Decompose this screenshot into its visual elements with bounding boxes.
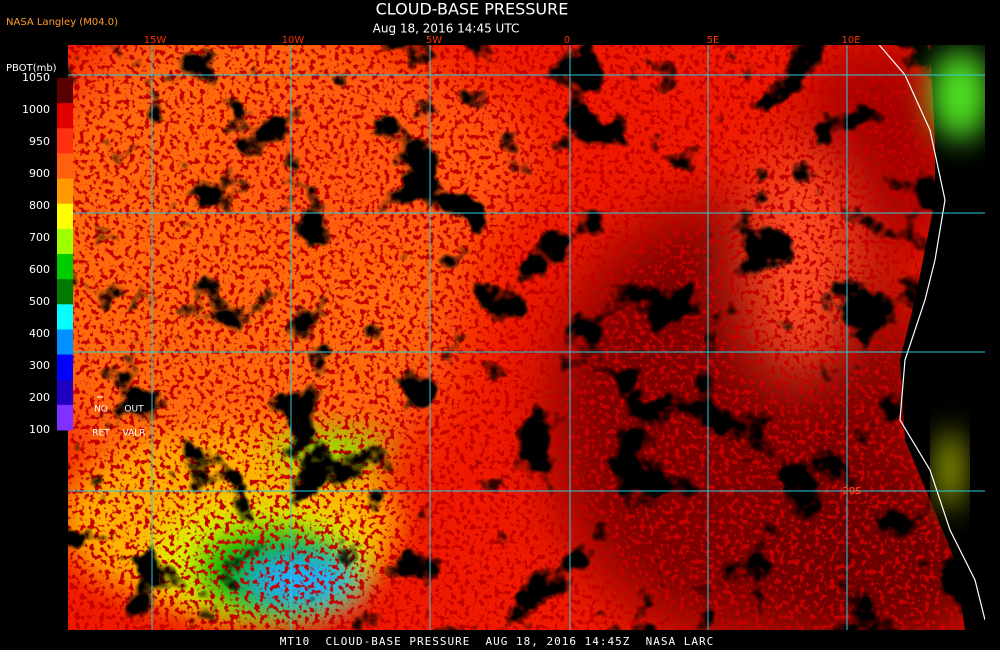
longitude-label: 5W <box>426 35 442 46</box>
graticule <box>68 45 985 630</box>
colorbar-tick-label: 200 <box>29 391 50 404</box>
colorbar-tick-label: 800 <box>29 199 50 212</box>
colorbar-swatch <box>57 304 73 330</box>
title: CLOUD-BASE PRESSURE <box>376 0 569 19</box>
colorbar-swatch <box>57 203 73 230</box>
latitude-label: 20S <box>842 486 861 497</box>
subtitle: Aug 18, 2016 14:45 UTC <box>373 22 520 36</box>
colorbar-swatch <box>57 254 73 280</box>
colorbar-swatch <box>57 279 73 305</box>
colorbar: 1050 1000 950 900 800 700 600 500 400 300 200 100 NO… <box>22 71 146 439</box>
colorbar-label: PBOT(mb) <box>6 63 57 74</box>
out-valr-label: OUT <box>124 405 144 415</box>
colorbar-tick-label: 1050 <box>22 71 50 84</box>
out-valr-label: VALR <box>122 429 145 439</box>
satellite-image <box>68 45 985 630</box>
no-ret-label: NO <box>94 405 108 415</box>
colorbar-swatch <box>57 103 73 129</box>
colorbar-swatch <box>57 128 73 154</box>
colorbar-swatch <box>57 178 73 205</box>
longitude-label: 0 <box>564 35 570 46</box>
colorbar-swatch <box>57 78 73 104</box>
colorbar-swatch <box>57 329 73 356</box>
footer: MT10 CLOUD-BASE PRESSURE AUG 18, 2016 14… <box>280 635 715 648</box>
map-labels: 15W 10W 5W 0 5E 10E 20S <box>144 35 862 497</box>
no-ret-label: RET <box>92 429 110 439</box>
colorbar-tick-label: 900 <box>29 167 50 180</box>
colorbar-tick-label: 950 <box>29 135 50 148</box>
colorbar-tick-label: 1000 <box>22 103 50 116</box>
colorbar-swatch <box>57 379 73 406</box>
longitude-label: 5E <box>707 35 720 46</box>
colorbar-tick-label: 300 <box>29 359 50 372</box>
colorbar-swatch <box>57 354 73 381</box>
colorbar-tick-label: 600 <box>29 263 50 276</box>
colorbar-tick-label: 100 <box>29 423 50 436</box>
longitude-label: 10E <box>841 35 860 46</box>
colorbar-swatch <box>57 228 73 255</box>
longitude-label: 15W <box>144 35 167 46</box>
source-label: NASA Langley (M04.0) <box>6 17 118 28</box>
colorbar-swatch <box>57 153 73 180</box>
colorbar-tick-label: 700 <box>29 231 50 244</box>
colorbar-tick-label: 400 <box>29 327 50 340</box>
colorbar-swatch <box>57 404 73 431</box>
colorbar-tick-label: 500 <box>29 295 50 308</box>
longitude-label: 10W <box>282 35 305 46</box>
